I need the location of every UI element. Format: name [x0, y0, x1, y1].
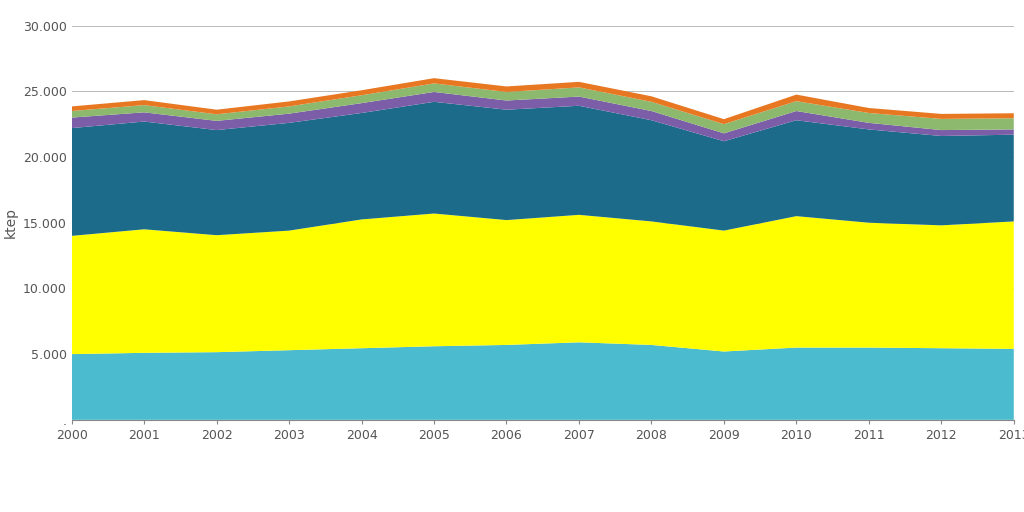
Y-axis label: ktep: ktep — [3, 207, 17, 238]
